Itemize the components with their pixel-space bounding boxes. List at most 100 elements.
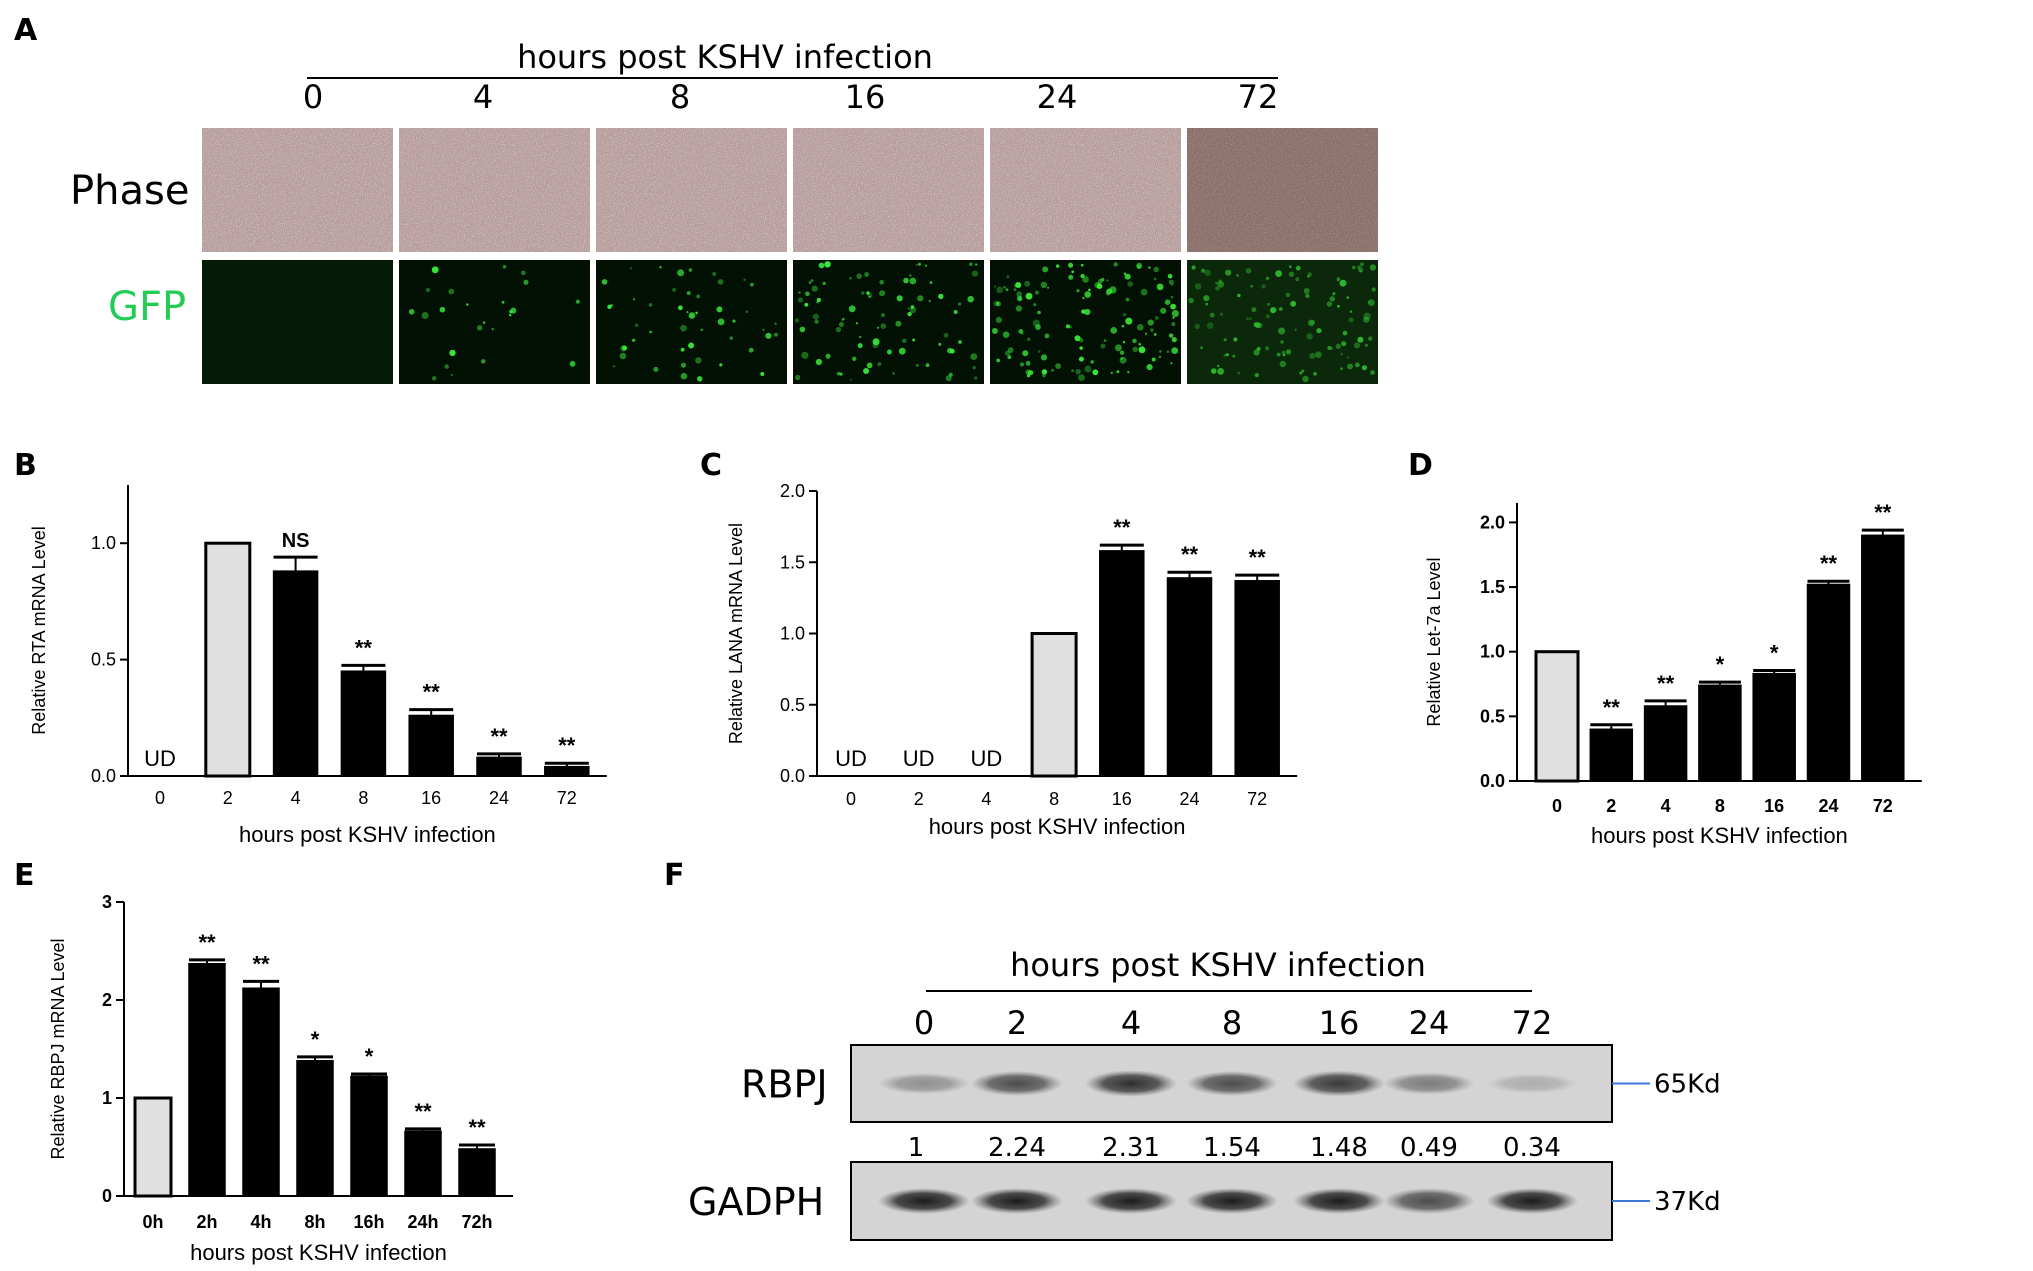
gfp-cell xyxy=(659,266,662,269)
gfp-cell xyxy=(1236,274,1239,277)
gfp-cell xyxy=(996,302,999,305)
gfp-cell xyxy=(1109,286,1117,294)
significance-label: ** xyxy=(414,1099,432,1124)
gfp-cell xyxy=(1254,322,1261,328)
gfp-cell xyxy=(1215,281,1218,285)
gfp-cell xyxy=(1332,293,1335,296)
gfp-cell xyxy=(1307,275,1310,278)
gfp-cell xyxy=(466,303,469,306)
gfp-cell xyxy=(907,311,912,317)
gfp-cell xyxy=(795,374,801,381)
gfp-cell xyxy=(1025,369,1032,376)
gfp-cell xyxy=(680,347,685,352)
gfp-cell xyxy=(1282,353,1286,357)
gfp-cell xyxy=(1110,371,1114,375)
gfp-cell xyxy=(619,352,627,360)
gfp-cell xyxy=(1294,328,1297,331)
gfp-image xyxy=(399,260,590,384)
undetected-label: UD xyxy=(903,746,935,771)
protein-band xyxy=(1186,1188,1278,1214)
gfp-cell xyxy=(1316,328,1322,334)
gfp-cell xyxy=(1349,310,1353,313)
gfp-cell xyxy=(1306,333,1313,340)
gfp-cell xyxy=(482,321,486,324)
gfp-cell xyxy=(1279,360,1287,368)
gfp-cell xyxy=(1265,314,1270,319)
gfp-cell xyxy=(1153,333,1157,336)
gfp-cell xyxy=(1367,299,1375,306)
gfp-cell xyxy=(1233,337,1238,342)
gfp-cell xyxy=(1024,280,1031,287)
gfp-cell xyxy=(1158,355,1162,359)
gfp-cell xyxy=(925,363,930,368)
gfp-cell xyxy=(1276,352,1281,357)
x-tick-label: 8 xyxy=(1715,796,1725,816)
gfp-cell xyxy=(1140,288,1148,296)
significance-label: ** xyxy=(252,951,270,976)
western-blots: RBPJ 65Kd GADPH 37Kd xyxy=(688,1044,1721,1241)
gfp-cell xyxy=(1006,275,1010,279)
gfp-cell xyxy=(967,295,974,303)
gfp-cell xyxy=(812,313,819,320)
gfp-cell xyxy=(695,311,698,315)
phase-texture xyxy=(990,128,1181,252)
gfp-cell xyxy=(688,342,695,349)
band-density-value: 0.49 xyxy=(1400,1133,1458,1163)
gfp-cell xyxy=(1261,284,1266,289)
gfp-cell xyxy=(1121,324,1125,328)
phase-texture xyxy=(596,128,787,252)
x-tick-label: 8 xyxy=(1049,789,1059,809)
y-tick-label: 0.5 xyxy=(780,695,805,715)
gfp-cell xyxy=(1153,277,1157,281)
x-tick-label: 4 xyxy=(981,789,991,809)
gfp-cell xyxy=(969,262,973,267)
x-tick-label: 16 xyxy=(1112,789,1132,809)
gfp-cell xyxy=(1078,374,1085,381)
timepoint-label: 8 xyxy=(670,78,690,116)
lane-label: 16 xyxy=(1319,1004,1360,1042)
gfp-cell xyxy=(569,360,576,367)
gfp-cell xyxy=(712,272,717,276)
gfp-cell xyxy=(1295,277,1300,282)
gfp-cell xyxy=(1217,281,1225,288)
gfp-cell xyxy=(1119,350,1125,355)
gfp-cell xyxy=(1021,332,1024,335)
gfp-cell xyxy=(1225,353,1229,357)
x-axis-label: hours post KSHV infection xyxy=(1591,823,1848,848)
gfp-cell xyxy=(680,324,687,332)
significance-label: NS xyxy=(282,530,310,552)
gfp-cell xyxy=(1290,300,1297,307)
phase-row-label: Phase xyxy=(70,168,189,214)
band-density-value: 1.48 xyxy=(1310,1133,1368,1163)
gfp-cell xyxy=(523,279,529,285)
x-tick-label: 24h xyxy=(407,1212,438,1232)
gfp-cell xyxy=(1154,316,1159,320)
gfp-cell xyxy=(1309,319,1315,325)
gfp-cell xyxy=(912,338,916,342)
gfp-cell xyxy=(1299,371,1302,375)
phase-texture xyxy=(1187,128,1378,252)
panel-a-title: hours post KSHV infection xyxy=(517,38,933,76)
gfp-cell xyxy=(858,335,862,339)
gfp-cell xyxy=(849,378,852,381)
significance-label: ** xyxy=(198,930,216,955)
protein-band xyxy=(1085,1070,1177,1097)
lane-label: 24 xyxy=(1409,1004,1450,1042)
gfp-cell xyxy=(1027,337,1031,341)
gfp-cell xyxy=(717,279,724,285)
gfp-cell xyxy=(1132,346,1139,353)
gfp-cell xyxy=(760,372,765,376)
phase-texture xyxy=(399,128,590,252)
timepoint-label: 4 xyxy=(473,78,493,116)
gfp-cell xyxy=(902,338,907,344)
gfp-cell xyxy=(1363,316,1370,323)
gfp-cell xyxy=(824,261,831,268)
gfp-cell xyxy=(1166,350,1170,353)
gfp-cell xyxy=(1305,293,1310,299)
treatment-bar xyxy=(350,1075,388,1197)
band-density-value: 1.54 xyxy=(1203,1133,1261,1163)
gfp-cell xyxy=(1370,370,1375,375)
gfp-cell xyxy=(928,300,931,303)
gfp-cell xyxy=(1337,304,1340,308)
lane-label: 4 xyxy=(1121,1004,1141,1042)
